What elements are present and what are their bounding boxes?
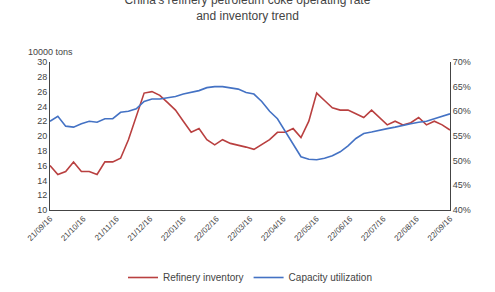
svg-text:21/12/16: 21/12/16 — [126, 214, 155, 243]
svg-text:21/10/16: 21/10/16 — [59, 214, 88, 243]
svg-text:30: 30 — [37, 57, 47, 67]
svg-text:22/03/16: 22/03/16 — [226, 214, 255, 243]
svg-text:22/04/16: 22/04/16 — [259, 214, 288, 243]
svg-text:50%: 50% — [453, 156, 471, 166]
svg-text:22/05/16: 22/05/16 — [293, 214, 322, 243]
svg-text:21/09/16: 21/09/16 — [26, 214, 55, 243]
svg-text:14: 14 — [37, 176, 47, 186]
svg-text:45%: 45% — [453, 180, 471, 190]
svg-text:22: 22 — [37, 116, 47, 126]
svg-text:70%: 70% — [453, 57, 471, 67]
svg-text:28: 28 — [37, 72, 47, 82]
svg-text:10: 10 — [37, 205, 47, 215]
svg-text:40%: 40% — [453, 205, 471, 215]
svg-text:12: 12 — [37, 190, 47, 200]
svg-text:China's refinery petroleum cok: China's refinery petroleum coke operatin… — [125, 0, 371, 23]
svg-text:22/06/16: 22/06/16 — [326, 214, 355, 243]
svg-text:22/09/16: 22/09/16 — [426, 214, 455, 243]
svg-text:55%: 55% — [453, 131, 471, 141]
svg-text:22/07/16: 22/07/16 — [359, 214, 388, 243]
svg-text:22/02/16: 22/02/16 — [193, 214, 222, 243]
svg-text:22/08/16: 22/08/16 — [393, 214, 422, 243]
svg-text:21/11/16: 21/11/16 — [93, 214, 121, 242]
svg-text:22/01/16: 22/01/16 — [159, 214, 188, 243]
svg-text:18: 18 — [37, 146, 47, 156]
svg-text:16: 16 — [37, 161, 47, 171]
svg-text:26: 26 — [37, 87, 47, 97]
svg-text:60%: 60% — [453, 106, 471, 116]
svg-text:65%: 65% — [453, 82, 471, 92]
svg-text:Refinery inventory: Refinery inventory — [163, 272, 244, 283]
svg-text:24: 24 — [37, 102, 47, 112]
svg-text:20: 20 — [37, 131, 47, 141]
svg-text:10000 tons: 10000 tons — [28, 47, 73, 57]
svg-text:Capacity utilization: Capacity utilization — [289, 272, 372, 283]
